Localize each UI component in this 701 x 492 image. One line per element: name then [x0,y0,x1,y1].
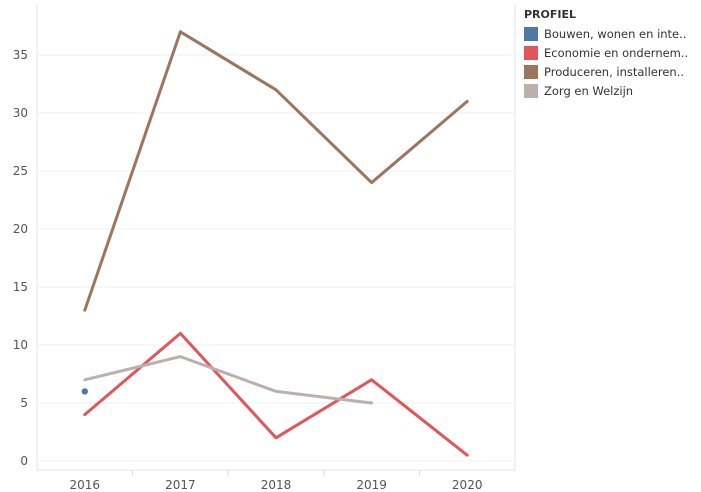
legend-swatch [524,45,538,60]
legend-swatch [524,83,538,98]
series-lines [81,30,469,457]
x-tick-label: 2019 [356,478,387,492]
legend-item[interactable]: Zorg en Welzijn [524,81,699,100]
legend-item[interactable]: Bouwen, wonen en inte.. [524,24,699,43]
legend-swatch [524,26,538,41]
series-point [81,388,89,395]
legend-title: PROFIEL [524,8,577,21]
y-tick-label: 0 [20,454,28,468]
y-tick-label: 20 [13,222,28,236]
legend-item[interactable]: Produceren, installeren.. [524,62,699,81]
legend-label: Zorg en Welzijn [544,83,634,98]
axes [36,5,516,471]
y-tick-label: 15 [13,280,28,294]
series-line [83,331,469,457]
y-tick-label: 10 [13,338,28,352]
legend-items: Bouwen, wonen en inte.. Economie en onder… [524,24,699,100]
x-tick-label: 2018 [261,478,292,492]
legend-item[interactable]: Economie en ondernem.. [524,43,699,62]
series-line [83,30,469,312]
y-tick-label: 30 [13,106,28,120]
legend-label: Bouwen, wonen en inte.. [544,26,687,41]
x-tick-label: 2017 [165,478,196,492]
x-axis-ticks: 2016 2017 2018 2019 2020 [70,470,483,492]
legend-label: Economie en ondernem.. [544,45,689,60]
y-tick-label: 35 [13,48,28,62]
y-tick-label: 5 [20,396,28,410]
y-axis-ticks: 0 5 10 15 20 25 30 35 [13,48,28,468]
legend-label: Produceren, installeren.. [544,64,685,79]
legend-swatch [524,64,538,79]
x-tick-label: 2020 [452,478,483,492]
x-tick-label: 2016 [70,478,101,492]
series-line [83,355,374,405]
y-tick-label: 25 [13,164,28,178]
gridlines [37,54,515,462]
legend: PROFIEL Bouwen, wonen en inte.. Economie … [524,8,699,100]
